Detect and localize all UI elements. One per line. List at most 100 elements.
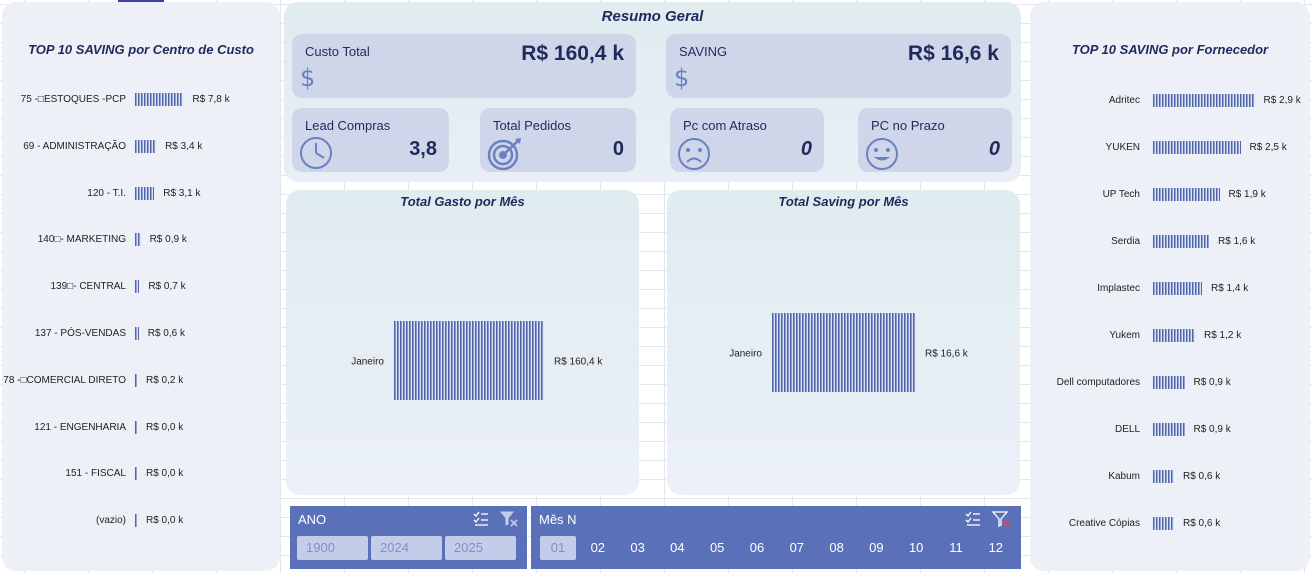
bar-row: 78 -□COMERCIAL DIRETO R$ 0,2 k bbox=[2, 373, 280, 389]
kpi-label: Custo Total bbox=[305, 44, 370, 59]
bar-category-label: 137 - PÓS-VENDAS bbox=[34, 328, 126, 339]
bar-mark bbox=[1153, 470, 1174, 483]
sheet-tab-indicator bbox=[118, 0, 164, 2]
slicer-item-2024[interactable]: 2024 bbox=[371, 536, 442, 560]
slicer-item-02[interactable]: 02 bbox=[590, 540, 606, 555]
bar-value-label: R$ 0,0 k bbox=[146, 421, 184, 433]
slicer-item-04[interactable]: 04 bbox=[670, 540, 685, 555]
kpi-value: R$ 160,4 k bbox=[521, 42, 624, 65]
panel-title: TOP 10 SAVING por Centro de Custo bbox=[28, 42, 254, 57]
bar-category-label: Janeiro bbox=[729, 349, 762, 360]
slicer-item-10[interactable]: 10 bbox=[908, 540, 924, 555]
dollar-icon: $ bbox=[300, 64, 316, 92]
bar-category-label: 69 - ADMINISTRAÇÃO bbox=[23, 140, 126, 152]
kpi-pc-prazo: PC no Prazo 0 bbox=[858, 108, 1012, 172]
bar-row: Implastec R$ 1,4 k bbox=[1030, 281, 1310, 297]
slicer-item-1900[interactable]: 1900 bbox=[297, 536, 368, 560]
bar-row: Kabum R$ 0,6 k bbox=[1030, 469, 1310, 485]
slicer-item-03[interactable]: 03 bbox=[630, 540, 645, 555]
chart-total-saving-mes: Total Saving por Mês Janeiro R$ 16,6 k bbox=[667, 190, 1020, 495]
slicer-item-12[interactable]: 12 bbox=[988, 540, 1004, 555]
bar-row: Dell computadores R$ 0,9 k bbox=[1030, 375, 1310, 391]
bar-value-label: R$ 3,1 k bbox=[163, 187, 201, 199]
bar-mark bbox=[135, 327, 139, 340]
kpi-label: SAVING bbox=[679, 44, 728, 59]
bar-value-label: R$ 160,4 k bbox=[554, 357, 603, 368]
bar-value-label: R$ 1,6 k bbox=[1218, 236, 1256, 247]
bar-value-label: R$ 2,9 k bbox=[1263, 95, 1301, 106]
slicer-item-2025[interactable]: 2025 bbox=[445, 536, 516, 560]
bar-category-label: Janeiro bbox=[351, 357, 384, 368]
bar-mark bbox=[135, 420, 137, 434]
kpi-value: 0 bbox=[612, 138, 624, 160]
resumo-geral-panel: Resumo Geral Custo Total R$ 160,4 k $ SA… bbox=[284, 2, 1021, 182]
kpi-value: 0 bbox=[800, 138, 812, 160]
slicer-item-08[interactable]: 08 bbox=[829, 540, 844, 555]
slicer-item-11[interactable]: 11 bbox=[949, 540, 963, 555]
clock-icon bbox=[300, 137, 332, 169]
bar-value-label: R$ 0,7 k bbox=[148, 281, 186, 293]
bar-mark bbox=[1153, 188, 1220, 201]
bar-value-label: R$ 0,9 k bbox=[1193, 424, 1231, 435]
kpi-saving: SAVING R$ 16,6 k $ bbox=[666, 34, 1011, 98]
bar-value-label: R$ 0,9 k bbox=[149, 234, 187, 246]
slicer-title: Mês N bbox=[539, 512, 577, 527]
bar-row: Serdia R$ 1,6 k bbox=[1030, 234, 1310, 250]
bar-value-label: R$ 0,9 k bbox=[1193, 377, 1231, 388]
happy-face-icon bbox=[866, 138, 898, 170]
bar-category-label: 140□- MARKETING bbox=[37, 234, 126, 246]
bar-category-label: Implastec bbox=[1097, 283, 1140, 294]
bar-mark bbox=[1153, 141, 1241, 154]
bar-value-label: R$ 2,5 k bbox=[1249, 142, 1287, 153]
clear-filter-icon[interactable] bbox=[992, 510, 1010, 528]
kpi-label: PC no Prazo bbox=[871, 118, 945, 133]
clear-filter-icon[interactable] bbox=[500, 510, 518, 528]
gasto-chart-plot: Janeiro R$ 160,4 k bbox=[351, 321, 603, 400]
bar-value-label: R$ 0,2 k bbox=[146, 374, 184, 386]
slicer-item-07[interactable]: 07 bbox=[789, 540, 805, 555]
bar-value-label: R$ 0,0 k bbox=[146, 468, 184, 480]
bar-category-label: Dell computadores bbox=[1056, 377, 1140, 388]
bar-value-label: R$ 0,6 k bbox=[1183, 471, 1221, 482]
bar-row: UP Tech R$ 1,9 k bbox=[1030, 187, 1310, 203]
kpi-total-pedidos: Total Pedidos 0 bbox=[480, 108, 636, 172]
bar-category-label: Yukem bbox=[1109, 330, 1140, 341]
bar-row: 139□- CENTRAL R$ 0,7 k bbox=[2, 279, 280, 295]
bar-value-label: R$ 0,0 k bbox=[146, 515, 184, 527]
bar-category-label: Kabum bbox=[1108, 471, 1140, 482]
bar-row: 75 -□ESTOQUES -PCP R$ 7,8 k bbox=[2, 92, 280, 108]
slicer-title: ANO bbox=[298, 512, 327, 527]
bar-category-label: DELL bbox=[1114, 424, 1140, 435]
bar-row: 121 - ENGENHARIA R$ 0,0 k bbox=[2, 420, 280, 436]
saving-chart-plot: Janeiro R$ 16,6 k bbox=[729, 313, 969, 392]
bar-category-label: 120 - T.I. bbox=[87, 187, 126, 199]
slicer-item-05[interactable]: 05 bbox=[709, 540, 725, 555]
bar-mark bbox=[135, 514, 137, 528]
bar-mark bbox=[1153, 376, 1185, 389]
bar-value-label: R$ 0,6 k bbox=[1183, 518, 1221, 529]
bar-mark bbox=[1153, 282, 1202, 295]
bar-category-label: 139□- CENTRAL bbox=[50, 281, 126, 293]
bar-mark bbox=[135, 233, 141, 247]
slicer-item-09[interactable]: 09 bbox=[869, 540, 884, 555]
multi-select-icon[interactable] bbox=[964, 510, 982, 528]
dollar-icon: $ bbox=[674, 64, 690, 92]
slicer-mes: Mês N 01 02 03 04 05 06 07 08 09 10 11 12 bbox=[531, 506, 1021, 569]
multi-select-icon[interactable] bbox=[472, 510, 490, 528]
bar-row: 151 - FISCAL R$ 0,0 k bbox=[2, 466, 280, 482]
bar-category-label: Serdia bbox=[1111, 236, 1140, 247]
bar-row: Adritec R$ 2,9 k bbox=[1030, 93, 1310, 109]
kpi-label: Lead Compras bbox=[305, 118, 391, 133]
chart-title: Total Saving por Mês bbox=[778, 194, 909, 209]
chart-total-gasto-mes: Total Gasto por Mês Janeiro R$ 160,4 k bbox=[286, 190, 639, 495]
bar-category-label: 75 -□ESTOQUES -PCP bbox=[20, 94, 126, 105]
slicer-item-01[interactable]: 01 bbox=[540, 536, 576, 560]
bar-category-label: Creative Cópias bbox=[1068, 518, 1140, 529]
bar-value-label: R$ 1,2 k bbox=[1204, 330, 1242, 341]
bar-row: 137 - PÓS-VENDAS R$ 0,6 k bbox=[2, 326, 280, 342]
bar-category-label: (vazio) bbox=[95, 515, 126, 527]
bar-mark bbox=[1153, 329, 1195, 342]
sad-face-icon bbox=[678, 138, 710, 170]
panel-title: TOP 10 SAVING por Fornecedor bbox=[1071, 42, 1269, 57]
slicer-item-06[interactable]: 06 bbox=[749, 540, 765, 555]
